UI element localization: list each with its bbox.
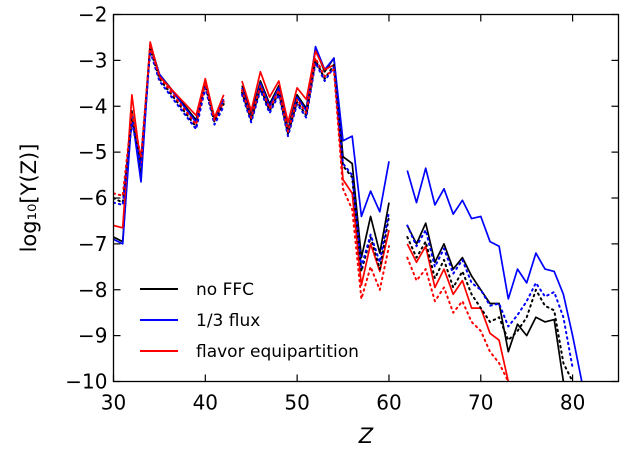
x-tick-label: 70 — [468, 391, 493, 415]
series-line — [406, 167, 583, 382]
y-tick-label: −4 — [78, 94, 107, 118]
dotted-series-line — [241, 61, 390, 268]
x-tick-label: 80 — [560, 391, 585, 415]
legend: no FFC 1/3 flux flavor equipartition — [140, 280, 359, 362]
x-tick-label: 60 — [376, 391, 401, 415]
dotted-series-line — [241, 57, 390, 300]
y-tick-label: −3 — [78, 48, 107, 72]
x-tick-label: 40 — [193, 391, 218, 415]
plot-area-frame — [112, 13, 620, 383]
legend-label: no FFC — [196, 280, 254, 300]
series-line — [406, 243, 510, 382]
dotted-series-line — [406, 236, 574, 382]
y-tick-label: −2 — [78, 3, 107, 27]
x-axis-label: Z — [358, 424, 374, 448]
series-line — [241, 45, 390, 218]
tick-labels: 30 40 50 60 70 80 −10 −9 −8 −7 −6 −5 −4 −3 −2 — [65, 3, 585, 415]
series-line — [406, 222, 565, 382]
y-tick-label: −5 — [78, 140, 107, 164]
legend-label: flavor equipartition — [196, 342, 359, 362]
legend-label: 1/3 flux — [196, 311, 260, 331]
y-tick-label: −10 — [65, 370, 107, 394]
x-tick-label: 50 — [284, 391, 309, 415]
y-tick-label: −9 — [78, 324, 107, 348]
dotted-series-line — [113, 45, 225, 197]
axis-ticks — [112, 13, 619, 383]
series-line — [241, 50, 390, 287]
dotted-series-line — [113, 50, 225, 206]
y-tick-label: −7 — [78, 232, 107, 256]
dotted-series-line — [406, 224, 574, 369]
dotted-series-line — [406, 256, 510, 382]
x-tick-label: 30 — [101, 391, 126, 415]
y-tick-label: −6 — [78, 186, 107, 210]
y-axis-label: log₁₀[Y(Z)] — [17, 144, 41, 253]
series-layer — [113, 41, 583, 382]
y-tick-label: −8 — [78, 278, 107, 302]
